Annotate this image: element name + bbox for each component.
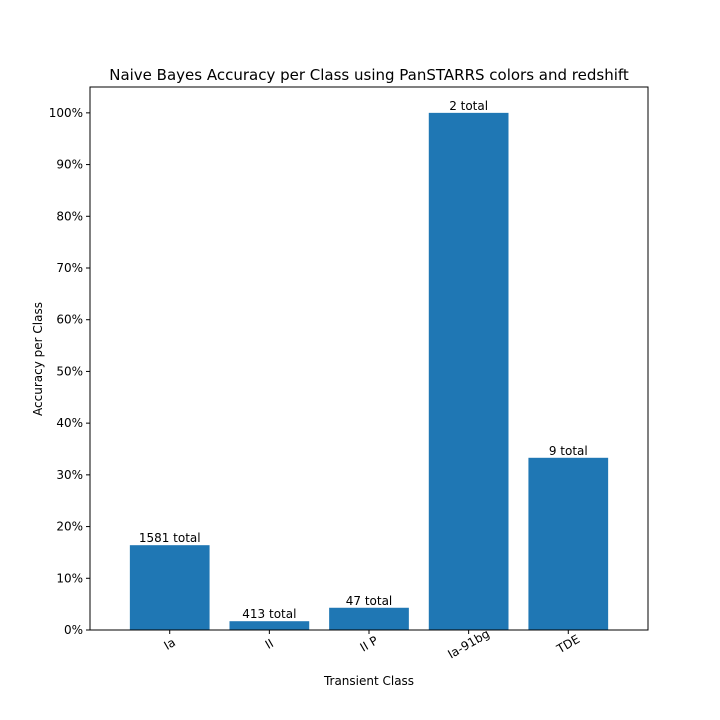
- bar-value-label-1: 413 total: [242, 607, 296, 621]
- bars-group: [129, 112, 609, 631]
- y-tick-label-4: 40%: [56, 416, 83, 430]
- y-tick-label-7: 70%: [56, 261, 83, 275]
- y-tick-label-10: 100%: [49, 106, 83, 120]
- y-tick-label-5: 50%: [56, 364, 83, 378]
- y-tick-label-3: 30%: [56, 468, 83, 482]
- bar-2: [329, 607, 409, 630]
- bar-1: [229, 621, 310, 630]
- y-axis: 0% 10% 20% 30% 40% 50% 60% 70% 80% 90% 100%: [49, 106, 90, 637]
- y-tick-label-9: 90%: [56, 158, 83, 172]
- bar-labels-group: 1581 total 413 total 47 total 2 total 9 tota…: [139, 99, 588, 621]
- x-axis-label: Transient Class: [323, 674, 414, 688]
- bar-0: [129, 545, 210, 630]
- plot-frame: [89, 86, 649, 631]
- bar-3: [428, 112, 509, 631]
- chart-title: Naive Bayes Accuracy per Class using Pan…: [109, 66, 629, 84]
- bar-4: [528, 457, 609, 630]
- y-tick-label-1: 10%: [56, 571, 83, 585]
- bar-value-label-3: 2 total: [449, 99, 488, 113]
- y-tick-label-6: 60%: [56, 313, 83, 327]
- y-axis-label: Accuracy per Class: [31, 302, 45, 416]
- bar-value-label-0: 1581 total: [139, 531, 201, 545]
- y-tick-label-8: 80%: [56, 209, 83, 223]
- bar-value-label-4: 9 total: [549, 444, 588, 458]
- y-tick-label-2: 20%: [56, 520, 83, 534]
- y-tick-label-0: 0%: [64, 623, 83, 637]
- bar-value-label-2: 47 total: [346, 594, 393, 608]
